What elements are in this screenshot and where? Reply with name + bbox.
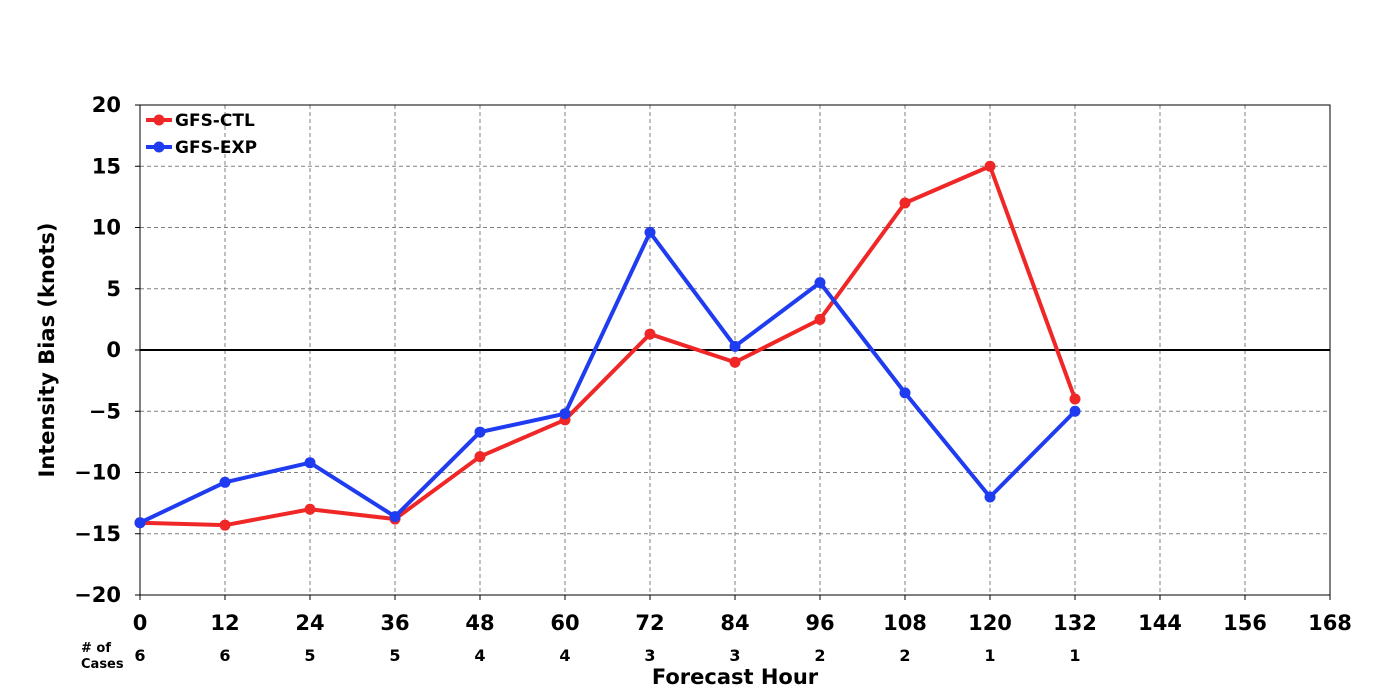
x-tick-label: 36 bbox=[380, 611, 409, 635]
data-point-gfs-ctl bbox=[474, 451, 486, 463]
data-point-gfs-ctl bbox=[1069, 393, 1081, 405]
data-point-gfs-exp bbox=[389, 511, 401, 523]
data-point-gfs-exp bbox=[304, 457, 316, 469]
case-count-label: 3 bbox=[729, 646, 740, 665]
y-tick-label: −15 bbox=[74, 522, 121, 546]
x-tick-label: 108 bbox=[883, 611, 927, 635]
cases-label-line2: Cases bbox=[81, 657, 124, 672]
data-point-gfs-ctl bbox=[304, 503, 316, 515]
case-count-label: 5 bbox=[389, 646, 400, 665]
legend-label-gfs-ctl: GFS-CTL bbox=[175, 111, 255, 131]
x-tick-label: 132 bbox=[1053, 611, 1097, 635]
x-tick-label: 120 bbox=[968, 611, 1012, 635]
data-point-gfs-exp bbox=[219, 476, 231, 488]
y-axis-title: Intensity Bias (knots) bbox=[35, 223, 59, 478]
axis-layer: 0 12 24 36 48 60 72 84 96 108 120 132 144 156 168−20−1… bbox=[74, 93, 1352, 665]
x-tick-label: 0 bbox=[133, 611, 148, 635]
x-axis-title: Forecast Hour bbox=[652, 665, 819, 689]
data-point-gfs-exp bbox=[729, 340, 741, 352]
y-tick-label: −20 bbox=[74, 583, 121, 607]
legend-label-gfs-exp: GFS-EXP bbox=[175, 138, 257, 158]
data-point-gfs-exp bbox=[984, 491, 996, 503]
case-count-label: 3 bbox=[644, 646, 655, 665]
case-count-label: 5 bbox=[304, 646, 315, 665]
data-point-gfs-exp bbox=[644, 226, 656, 238]
x-tick-label: 12 bbox=[210, 611, 239, 635]
data-point-gfs-exp bbox=[559, 408, 571, 420]
x-tick-label: 60 bbox=[550, 611, 579, 635]
legend: GFS-CTL GFS-EXP bbox=[146, 111, 257, 158]
x-tick-label: 24 bbox=[295, 611, 324, 635]
data-point-gfs-exp bbox=[814, 277, 826, 289]
x-tick-label: 96 bbox=[805, 611, 834, 635]
case-count-label: 4 bbox=[474, 646, 485, 665]
y-tick-label: −5 bbox=[89, 399, 121, 423]
data-point-gfs-ctl bbox=[219, 519, 231, 531]
data-point-gfs-exp bbox=[474, 426, 486, 438]
cases-label-line1: # of bbox=[81, 641, 111, 656]
case-count-label: 2 bbox=[899, 646, 910, 665]
data-point-gfs-exp bbox=[1069, 405, 1081, 417]
case-count-label: 1 bbox=[1069, 646, 1080, 665]
data-point-gfs-ctl bbox=[899, 197, 911, 209]
series-line-gfs-ctl bbox=[138, 164, 1077, 528]
x-tick-label: 48 bbox=[465, 611, 494, 635]
label-layer: Intensity Bias (knots) Forecast Hour # o… bbox=[35, 223, 819, 690]
x-tick-label: 144 bbox=[1138, 611, 1182, 635]
case-count-label: 2 bbox=[814, 646, 825, 665]
case-count-label: 6 bbox=[134, 646, 145, 665]
y-tick-label: 15 bbox=[92, 154, 121, 178]
y-tick-label: −10 bbox=[74, 461, 121, 485]
case-count-label: 4 bbox=[559, 646, 570, 665]
data-point-gfs-exp bbox=[134, 517, 146, 529]
case-count-label: 1 bbox=[984, 646, 995, 665]
legend-marker-gfs-exp bbox=[153, 141, 165, 153]
series-layer bbox=[134, 160, 1081, 531]
x-tick-label: 72 bbox=[635, 611, 664, 635]
case-count-label: 6 bbox=[219, 646, 230, 665]
data-point-gfs-ctl bbox=[814, 313, 826, 325]
series-line-gfs-exp bbox=[138, 230, 1077, 525]
x-tick-label: 156 bbox=[1223, 611, 1267, 635]
legend-marker-gfs-ctl bbox=[153, 114, 165, 126]
data-point-gfs-exp bbox=[899, 387, 911, 399]
y-tick-label: 5 bbox=[106, 277, 121, 301]
y-tick-label: 0 bbox=[106, 338, 121, 362]
data-point-gfs-ctl bbox=[729, 356, 741, 368]
y-tick-label: 10 bbox=[92, 216, 121, 240]
data-point-gfs-ctl bbox=[984, 160, 996, 172]
y-tick-label: 20 bbox=[92, 93, 121, 117]
x-tick-label: 168 bbox=[1308, 611, 1352, 635]
x-tick-label: 84 bbox=[720, 611, 749, 635]
data-point-gfs-ctl bbox=[644, 328, 656, 340]
